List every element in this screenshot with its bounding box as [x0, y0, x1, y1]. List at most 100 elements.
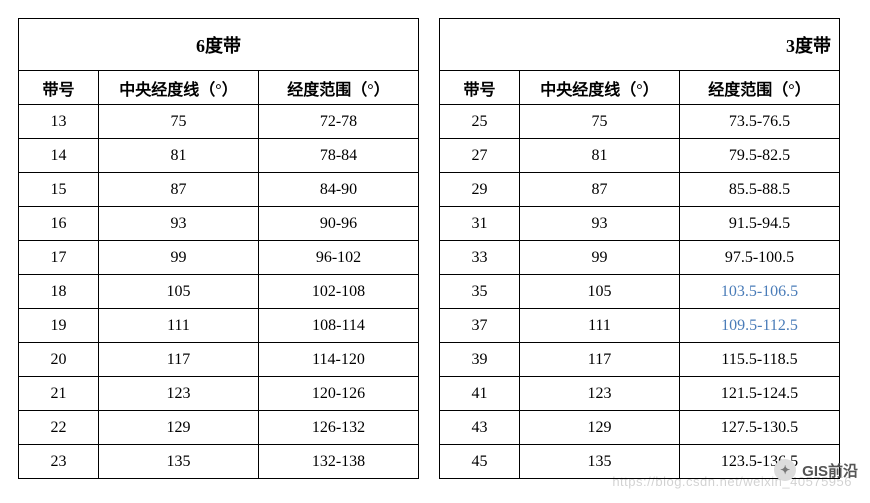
table-cell: 132-138 [259, 445, 419, 479]
table-cell: 102-108 [259, 275, 419, 309]
table-row: 137572-78 [19, 105, 419, 139]
table-row: 20117114-120 [19, 343, 419, 377]
table-cell: 114-120 [259, 343, 419, 377]
table-cell: 117 [99, 343, 259, 377]
table-cell: 108-114 [259, 309, 419, 343]
table-row: 319391.5-94.5 [440, 207, 840, 241]
table-row: 35105103.5-106.5 [440, 275, 840, 309]
table-cell: 75 [520, 105, 680, 139]
table-cell: 97.5-100.5 [680, 241, 840, 275]
table-cell: 17 [19, 241, 99, 275]
table-cell: 78-84 [259, 139, 419, 173]
table-cell: 15 [19, 173, 99, 207]
table-cell: 109.5-112.5 [680, 309, 840, 343]
table-row: 39117115.5-118.5 [440, 343, 840, 377]
table-row: 339997.5-100.5 [440, 241, 840, 275]
table-cell: 103.5-106.5 [680, 275, 840, 309]
table-row: 257573.5-76.5 [440, 105, 840, 139]
table-cell: 93 [520, 207, 680, 241]
col-header: 中央经度线（°） [520, 71, 680, 105]
table-row: 43129127.5-130.5 [440, 411, 840, 445]
table-3deg-title: 3度带 [440, 19, 840, 71]
table-cell: 27 [440, 139, 520, 173]
table-cell: 105 [520, 275, 680, 309]
table-cell: 20 [19, 343, 99, 377]
table-cell: 73.5-76.5 [680, 105, 840, 139]
table-cell: 123 [520, 377, 680, 411]
table-cell: 121.5-124.5 [680, 377, 840, 411]
table-3deg-body: 257573.5-76.5278179.5-82.5298785.5-88.53… [440, 105, 840, 479]
table-cell: 79.5-82.5 [680, 139, 840, 173]
table-cell: 129 [99, 411, 259, 445]
table-row: 37111109.5-112.5 [440, 309, 840, 343]
table-cell: 18 [19, 275, 99, 309]
table-cell: 99 [99, 241, 259, 275]
table-row: 18105102-108 [19, 275, 419, 309]
table-6deg-header-row: 带号 中央经度线（°） 经度范围（°） [19, 71, 419, 105]
table-cell: 21 [19, 377, 99, 411]
table-cell: 129 [520, 411, 680, 445]
table-cell: 120-126 [259, 377, 419, 411]
table-cell: 127.5-130.5 [680, 411, 840, 445]
table-cell: 115.5-118.5 [680, 343, 840, 377]
table-cell: 93 [99, 207, 259, 241]
table-cell: 31 [440, 207, 520, 241]
table-cell: 72-78 [259, 105, 419, 139]
table-cell: 81 [99, 139, 259, 173]
table-cell: 43 [440, 411, 520, 445]
table-cell: 84-90 [259, 173, 419, 207]
table-cell: 87 [520, 173, 680, 207]
table-cell: 99 [520, 241, 680, 275]
table-cell: 22 [19, 411, 99, 445]
table-cell: 135 [99, 445, 259, 479]
table-cell: 123 [99, 377, 259, 411]
table-row: 41123121.5-124.5 [440, 377, 840, 411]
table-6deg: 6度带 带号 中央经度线（°） 经度范围（°） 137572-78148178-… [18, 18, 419, 479]
table-cell: 45 [440, 445, 520, 479]
table-3deg: 3度带 带号 中央经度线（°） 经度范围（°） 257573.5-76.5278… [439, 18, 840, 479]
table-3deg-header-row: 带号 中央经度线（°） 经度范围（°） [440, 71, 840, 105]
col-header: 带号 [440, 71, 520, 105]
table-cell: 111 [99, 309, 259, 343]
table-cell: 25 [440, 105, 520, 139]
table-cell: 37 [440, 309, 520, 343]
table-cell: 117 [520, 343, 680, 377]
table-cell: 96-102 [259, 241, 419, 275]
table-cell: 13 [19, 105, 99, 139]
table-cell: 35 [440, 275, 520, 309]
table-6deg-title: 6度带 [19, 19, 419, 71]
table-cell: 90-96 [259, 207, 419, 241]
table-cell: 16 [19, 207, 99, 241]
table-row: 23135132-138 [19, 445, 419, 479]
table-row: 179996-102 [19, 241, 419, 275]
table-row: 278179.5-82.5 [440, 139, 840, 173]
table-cell: 105 [99, 275, 259, 309]
table-cell: 85.5-88.5 [680, 173, 840, 207]
table-cell: 91.5-94.5 [680, 207, 840, 241]
table-cell: 75 [99, 105, 259, 139]
table-cell: 111 [520, 309, 680, 343]
table-cell: 87 [99, 173, 259, 207]
col-header: 经度范围（°） [680, 71, 840, 105]
col-header: 带号 [19, 71, 99, 105]
table-cell: 41 [440, 377, 520, 411]
table-cell: 14 [19, 139, 99, 173]
table-row: 298785.5-88.5 [440, 173, 840, 207]
table-cell: 81 [520, 139, 680, 173]
table-row: 169390-96 [19, 207, 419, 241]
table-row: 19111108-114 [19, 309, 419, 343]
col-header: 中央经度线（°） [99, 71, 259, 105]
table-cell: 39 [440, 343, 520, 377]
table-row: 158784-90 [19, 173, 419, 207]
table-row: 22129126-132 [19, 411, 419, 445]
col-header: 经度范围（°） [259, 71, 419, 105]
table-cell: 126-132 [259, 411, 419, 445]
table-cell: 19 [19, 309, 99, 343]
table-cell: 23 [19, 445, 99, 479]
table-6deg-body: 137572-78148178-84158784-90169390-961799… [19, 105, 419, 479]
tables-container: 6度带 带号 中央经度线（°） 经度范围（°） 137572-78148178-… [18, 18, 852, 479]
table-cell: 29 [440, 173, 520, 207]
table-row: 148178-84 [19, 139, 419, 173]
watermark-text: https://blog.csdn.net/weixin_40575956 [612, 474, 852, 489]
table-cell: 33 [440, 241, 520, 275]
